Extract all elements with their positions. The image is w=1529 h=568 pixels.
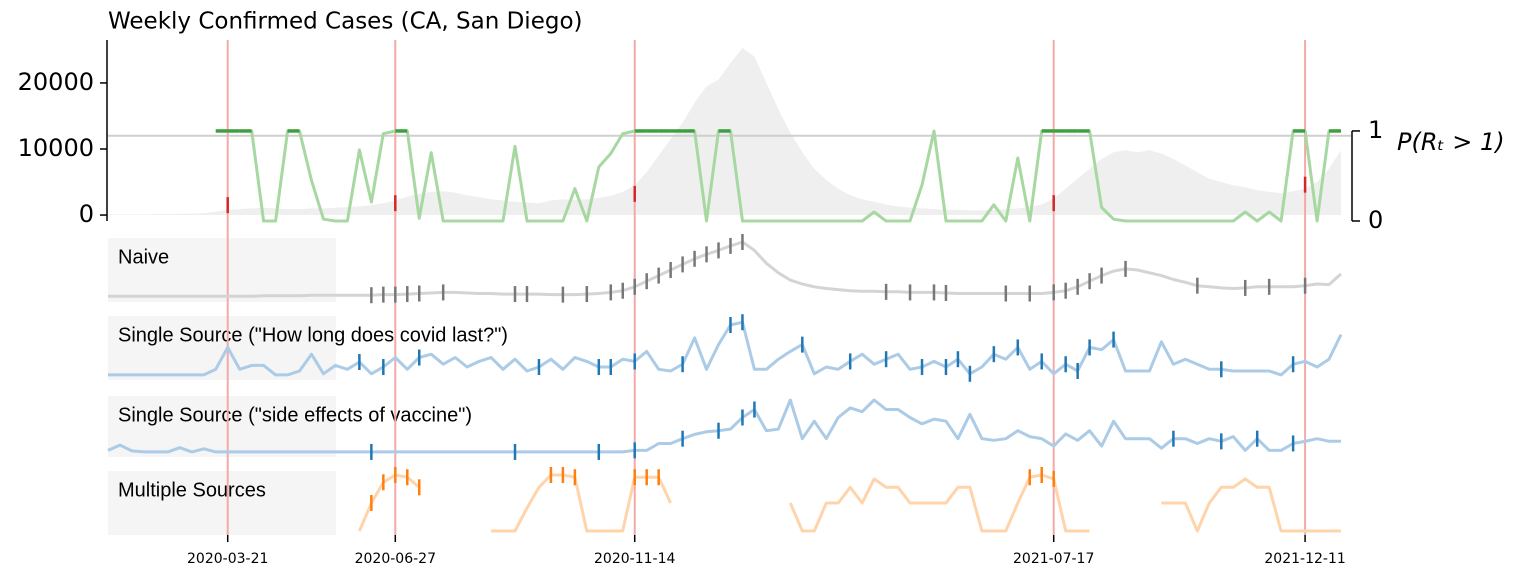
- panel-label-box: [108, 316, 336, 380]
- panel-label: Multiple Sources: [118, 479, 266, 501]
- x-tick-label: 2020-03-21: [187, 551, 268, 567]
- chart-title: Weekly Confirmed Cases (CA, San Diego): [108, 9, 583, 35]
- y2-tick-label: 1: [1368, 116, 1383, 144]
- y-tick-label: 10000: [18, 134, 94, 162]
- panel-line: [358, 473, 1341, 533]
- x-tick-label: 2021-12-11: [1264, 551, 1345, 567]
- panel-line: [107, 398, 1341, 454]
- x-tick-label: 2021-07-17: [1013, 551, 1094, 567]
- panel-label-box: [108, 471, 336, 535]
- x-tick-label: 2020-06-27: [355, 551, 436, 567]
- y-tick-label: 20000: [18, 68, 94, 96]
- y2-axis-label: P(Rₜ > 1): [1397, 128, 1505, 156]
- panel-label: Single Source ("How long does covid last…: [118, 324, 508, 346]
- panel-label-box: [108, 238, 336, 302]
- panel-label: Single Source ("side effects of vaccine"…: [118, 404, 472, 426]
- panel-label-box: [108, 396, 336, 457]
- panel-line: [108, 240, 1342, 298]
- y-tick-label: 0: [79, 200, 94, 228]
- y2-tick-label: 0: [1368, 206, 1383, 234]
- panel-line: [108, 320, 1343, 377]
- panel-label: Naive: [118, 246, 169, 268]
- x-tick-label: 2020-11-14: [594, 551, 675, 567]
